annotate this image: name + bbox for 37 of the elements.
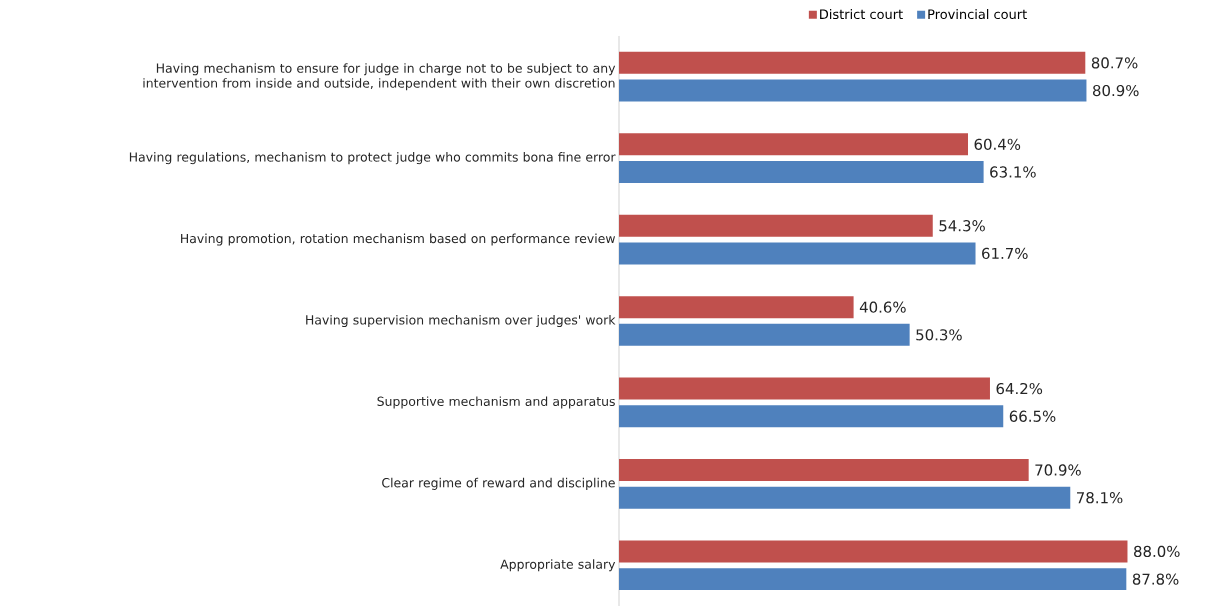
bar	[619, 296, 854, 319]
data-label: 54.3%	[939, 220, 985, 232]
y-tick-label: Clear regime of reward and discipline	[382, 477, 615, 490]
bar	[619, 79, 1087, 102]
y-tick-label: Appropriate salary	[500, 559, 616, 572]
data-label: 63.1%	[990, 166, 1036, 178]
y-tick-label: Having promotion, rotation mechanism based on performance review	[181, 233, 615, 246]
data-label: 60.4%	[974, 138, 1021, 150]
bar	[619, 323, 910, 346]
data-label: 50.3%	[916, 329, 962, 341]
legend-label: Provincial court	[928, 9, 1027, 20]
bar	[619, 486, 1071, 509]
bar	[619, 51, 1086, 74]
data-label: 66.5%	[1009, 410, 1056, 422]
bar	[619, 214, 933, 237]
data-label: 80.9%	[1092, 84, 1139, 97]
y-tick-label: Having supervision mechanism over judges' work	[306, 314, 616, 328]
data-label: 78.1%	[1077, 492, 1123, 504]
data-label: 88.0%	[1134, 545, 1180, 558]
bar	[619, 133, 969, 156]
y-tick-label: Having mechanism to ensure for judge in charge not to be subject to any intervention from inside and outside, independent with their own discretion	[143, 63, 616, 91]
data-label: 64.2%	[996, 382, 1043, 395]
bar	[619, 242, 976, 265]
bar	[619, 377, 990, 400]
data-label: 87.8%	[1132, 573, 1179, 585]
data-label: 70.9%	[1035, 464, 1081, 476]
y-tick-label: Supportive mechanism and apparatus	[377, 396, 615, 409]
bar	[619, 160, 984, 183]
bar	[619, 459, 1029, 481]
data-label: 40.6%	[859, 301, 906, 313]
bar	[619, 540, 1128, 563]
legend-label: District court	[820, 9, 903, 20]
y-tick-label: Having regulations, mechanism to protect judge who commits bona fine error	[129, 152, 616, 165]
data-label: 61.7%	[982, 247, 1028, 260]
bar	[619, 568, 1127, 591]
data-label: 80.7%	[1091, 57, 1138, 69]
bar	[619, 405, 1004, 428]
